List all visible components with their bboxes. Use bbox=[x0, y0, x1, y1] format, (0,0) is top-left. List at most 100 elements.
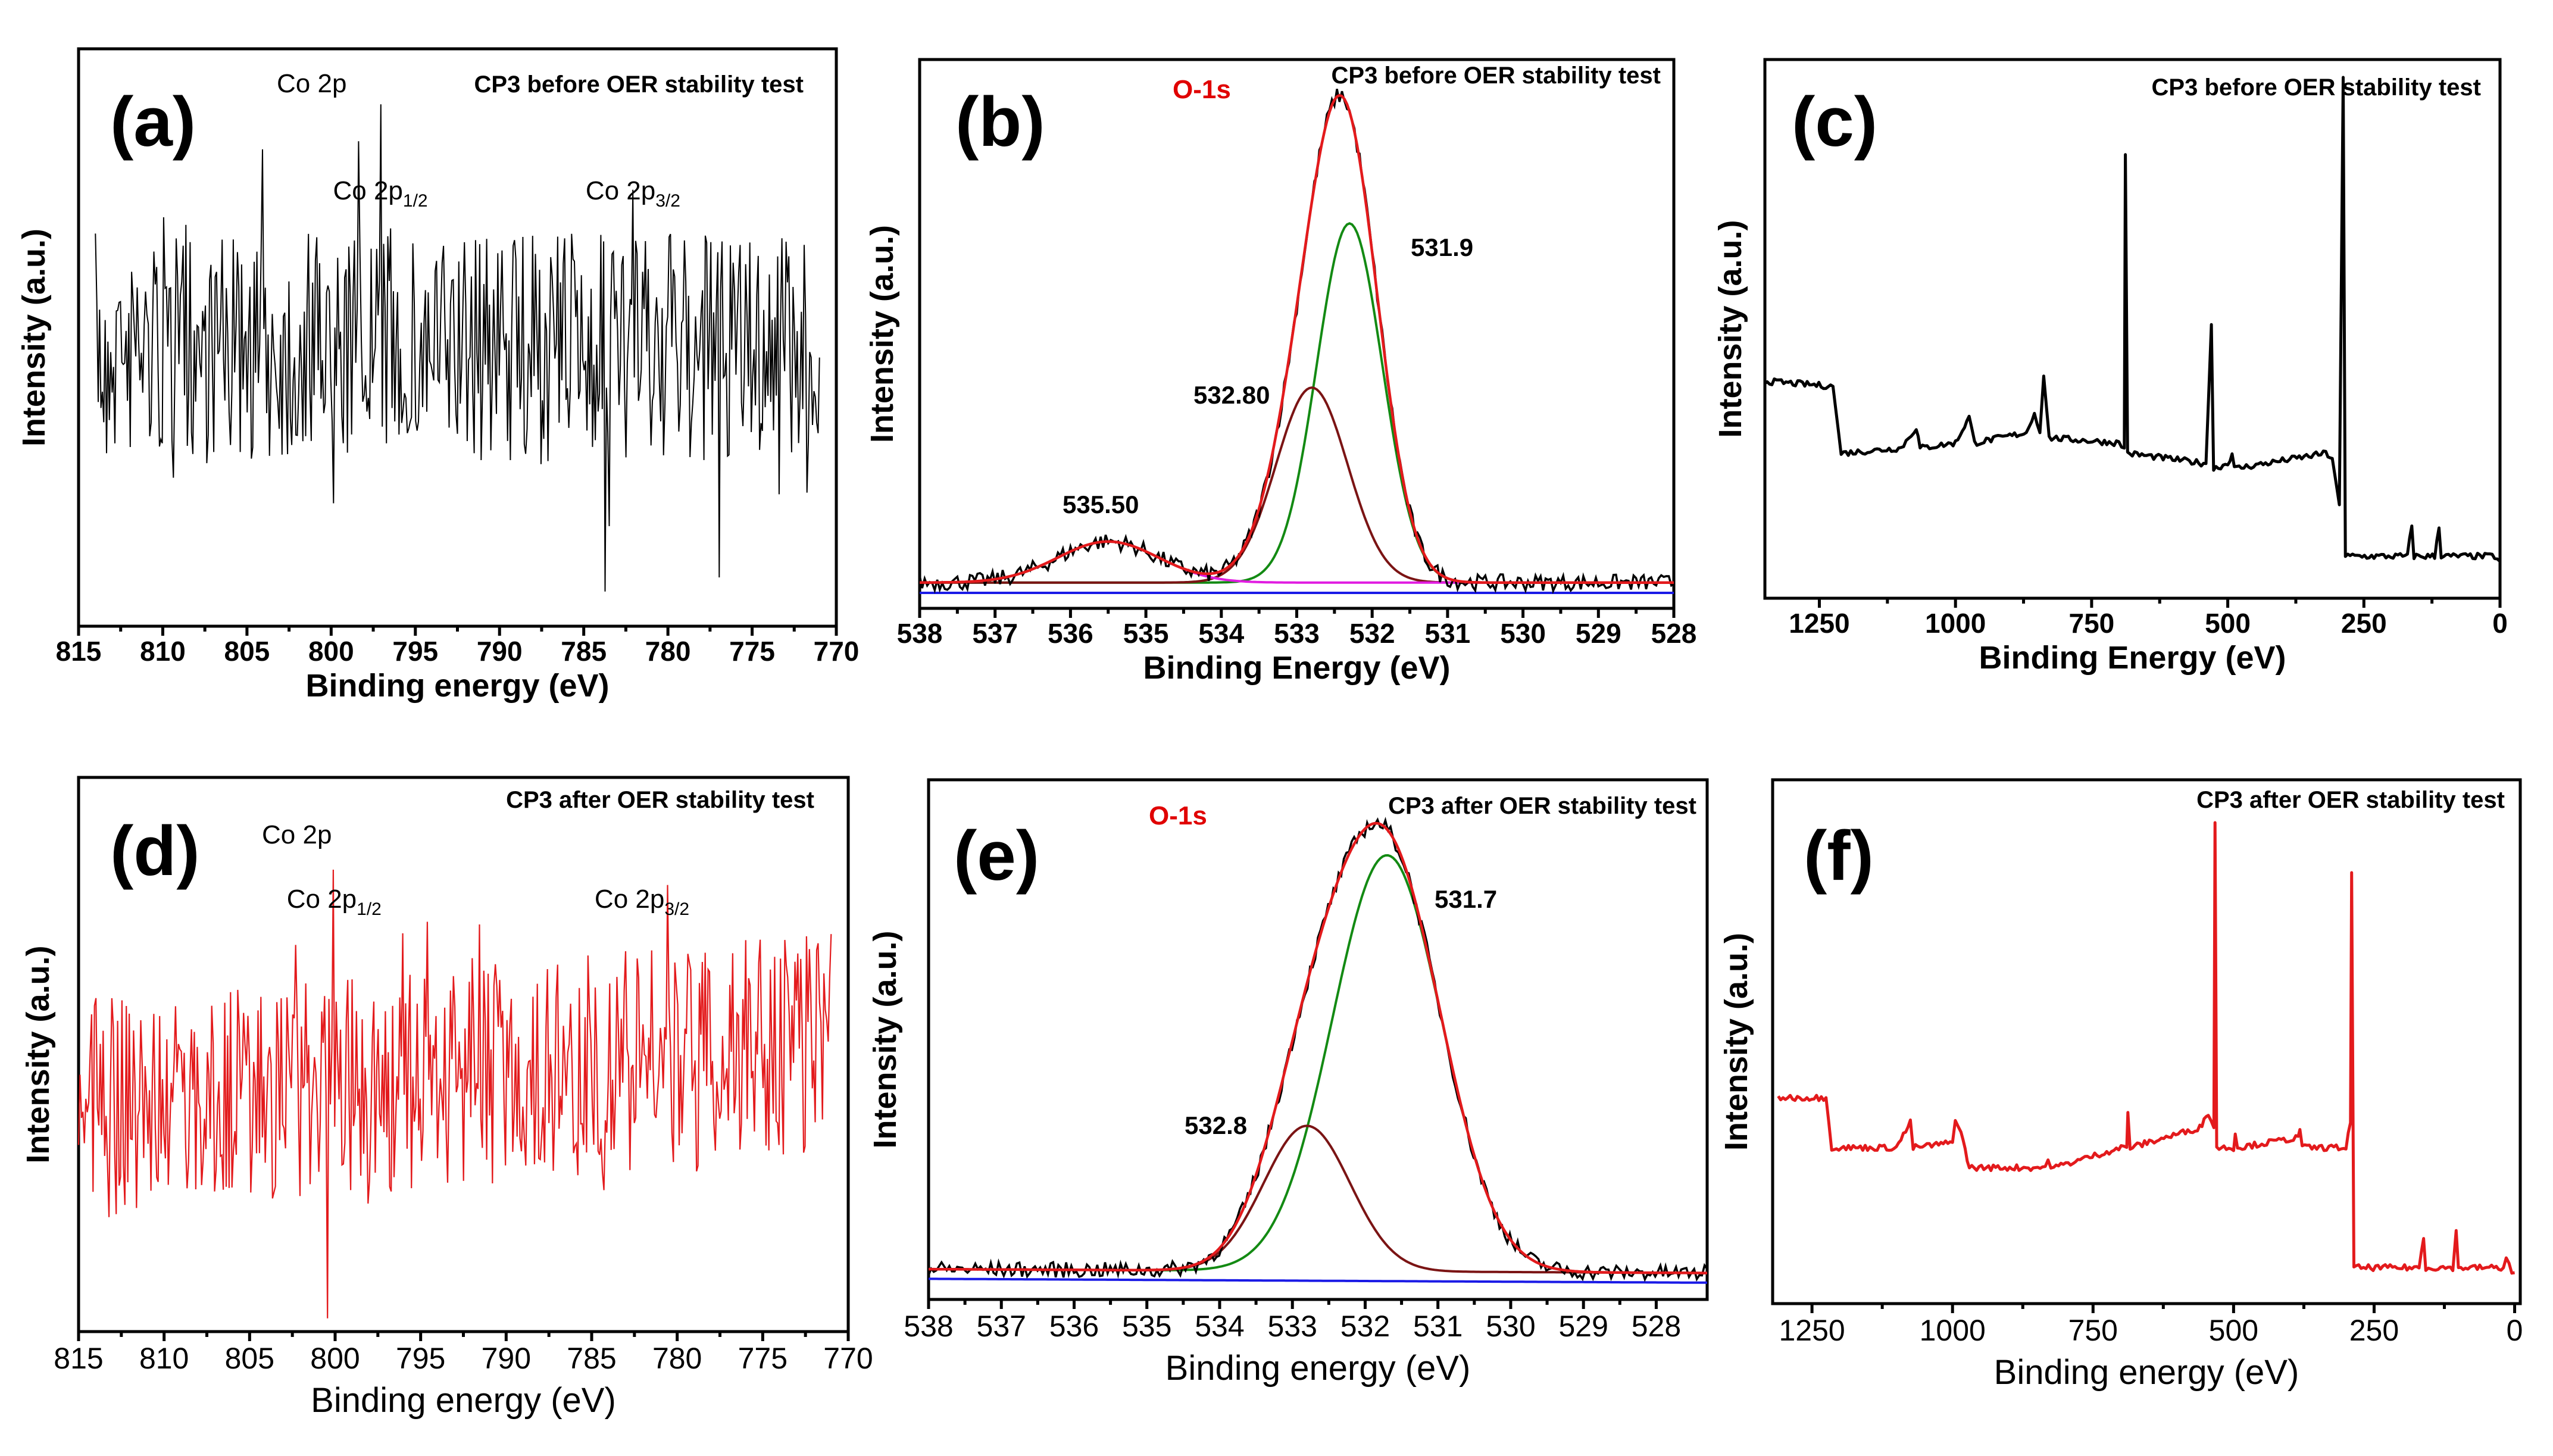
x-tick-label: 795 bbox=[396, 1342, 445, 1375]
x-tick-label: 530 bbox=[1500, 618, 1546, 649]
x-tick-label: 790 bbox=[482, 1342, 531, 1375]
chart-title: CP3 before OER stability test bbox=[474, 71, 804, 98]
peak-annotation: 531.9 bbox=[1411, 233, 1473, 261]
series-survey bbox=[1764, 76, 2501, 563]
species-label: Co 2p bbox=[277, 69, 346, 98]
x-tick-label: 537 bbox=[977, 1310, 1026, 1343]
panel-b: 538 537 536 535 534 533 532 531 530 529 528 Binding… bbox=[864, 58, 1696, 686]
panel-a: 815 810 805 800 795 790 785 780 775 770 Binding en… bbox=[16, 47, 860, 704]
x-tick-label: 531 bbox=[1425, 618, 1471, 649]
x-tick-label: 780 bbox=[645, 636, 691, 667]
x-tick-label: 535 bbox=[1123, 618, 1169, 649]
plot-frame bbox=[1771, 778, 2522, 1305]
panel-label: (f) bbox=[1804, 817, 1874, 895]
series-envelope bbox=[929, 821, 1707, 1274]
y-axis-label: Intensity (a.u.) bbox=[20, 945, 56, 1163]
x-tick-label: 805 bbox=[225, 1342, 274, 1375]
peak-annotation: Co 2p1/2 bbox=[287, 885, 382, 919]
x-tick-label: 775 bbox=[729, 636, 775, 667]
series-peak-component bbox=[929, 854, 1707, 1274]
x-tick-label: 529 bbox=[1576, 618, 1621, 649]
series-raw bbox=[918, 89, 1674, 595]
plot-frame bbox=[1763, 58, 2502, 600]
panel-e: 538 537 536 535 534 533 532 531 530 529 528 Binding… bbox=[867, 778, 1709, 1388]
species-label: O-1s bbox=[1149, 801, 1207, 830]
x-tick-label: 810 bbox=[140, 636, 186, 667]
y-axis-label: Intensity (a.u.) bbox=[864, 225, 900, 443]
x-tick-label: 500 bbox=[2205, 608, 2251, 639]
x-tick-label: 533 bbox=[1267, 1310, 1317, 1343]
species-label: O-1s bbox=[1173, 75, 1231, 104]
x-tick-label: 0 bbox=[2492, 608, 2508, 639]
x-tick-label: 531 bbox=[1413, 1310, 1463, 1343]
x-tick-label: 534 bbox=[1195, 1310, 1244, 1343]
x-tick-label: 790 bbox=[477, 636, 523, 667]
y-axis-label: Intensity (a.u.) bbox=[16, 229, 52, 446]
chart-title: CP3 after OER stability test bbox=[506, 787, 814, 813]
x-tick-label: 1250 bbox=[1789, 608, 1849, 639]
x-tick-label: 750 bbox=[2068, 1314, 2118, 1347]
x-tick-label: 535 bbox=[1122, 1310, 1171, 1343]
x-axis-label: Binding Energy (eV) bbox=[1979, 640, 2286, 676]
series-envelope bbox=[919, 93, 1674, 584]
x-axis-label: Binding energy (eV) bbox=[1994, 1353, 2299, 1392]
x-tick-label: 528 bbox=[1632, 1310, 1681, 1343]
x-tick-label: 538 bbox=[897, 618, 943, 649]
x-tick-label: 537 bbox=[972, 618, 1018, 649]
panel-label: (b) bbox=[955, 83, 1045, 161]
x-tick-label: 805 bbox=[224, 636, 270, 667]
x-tick-label: 795 bbox=[392, 636, 438, 667]
x-tick-label: 785 bbox=[561, 636, 607, 667]
x-tick-label: 536 bbox=[1049, 1310, 1099, 1343]
y-axis-label: Intensity (a.u.) bbox=[867, 930, 903, 1148]
x-tick-label: 534 bbox=[1198, 618, 1244, 649]
x-tick-label: 532 bbox=[1340, 1310, 1390, 1343]
x-tick-label: 533 bbox=[1274, 618, 1320, 649]
panel-label: (c) bbox=[1792, 83, 1877, 161]
peak-annotation: Co 2p3/2 bbox=[586, 176, 680, 211]
series-raw bbox=[927, 817, 1708, 1282]
chart-title: CP3 before OER stability test bbox=[2152, 74, 2481, 101]
y-axis-label: Intensity (a.u.) bbox=[1718, 933, 1754, 1151]
y-axis-label: Intensity (a.u.) bbox=[1713, 220, 1748, 438]
x-tick-label: 815 bbox=[56, 636, 102, 667]
plot-frame bbox=[927, 778, 1709, 1301]
chart-title: CP3 before OER stability test bbox=[1332, 63, 1661, 89]
x-tick-label: 815 bbox=[54, 1342, 103, 1375]
panel-c: 1250 1000 750 500 250 0 Binding Energy (eV) Int… bbox=[1713, 58, 2508, 676]
x-tick-label: 800 bbox=[308, 636, 354, 667]
series-survey bbox=[1777, 821, 2515, 1275]
x-tick-label: 530 bbox=[1486, 1310, 1535, 1343]
peak-annotation: 531.7 bbox=[1435, 885, 1497, 913]
series-peak-component bbox=[929, 1124, 1707, 1274]
x-tick-label: 1000 bbox=[1920, 1314, 1986, 1347]
panel-label: (e) bbox=[954, 817, 1039, 895]
peak-annotation: 532.8 bbox=[1185, 1111, 1247, 1139]
peak-annotation: 532.80 bbox=[1193, 381, 1270, 409]
panel-label: (d) bbox=[110, 812, 200, 891]
chart-title: CP3 after OER stability test bbox=[2196, 787, 2505, 813]
x-tick-label: 250 bbox=[2349, 1314, 2399, 1347]
x-tick-label: 536 bbox=[1048, 618, 1093, 649]
x-tick-label: 529 bbox=[1558, 1310, 1608, 1343]
x-tick-label: 1250 bbox=[1779, 1314, 1845, 1347]
series-co2p bbox=[95, 104, 820, 592]
panel-label: (a) bbox=[110, 83, 196, 161]
chart-title: CP3 after OER stability test bbox=[1388, 793, 1696, 819]
x-tick-label: 775 bbox=[738, 1342, 788, 1375]
x-tick-label: 0 bbox=[2507, 1314, 2523, 1347]
x-tick-label: 770 bbox=[823, 1342, 873, 1375]
x-tick-label: 538 bbox=[904, 1310, 953, 1343]
peak-annotation: Co 2p1/2 bbox=[333, 176, 427, 211]
series-background bbox=[929, 1277, 1708, 1284]
x-tick-label: 750 bbox=[2069, 608, 2115, 639]
panel-f: 1250 1000 750 500 250 0 Binding energy (eV) Int… bbox=[1718, 778, 2523, 1392]
peak-annotation: 535.50 bbox=[1063, 490, 1139, 518]
x-tick-label: 780 bbox=[652, 1342, 702, 1375]
x-tick-label: 770 bbox=[814, 636, 860, 667]
x-tick-label: 810 bbox=[139, 1342, 189, 1375]
x-tick-label: 500 bbox=[2209, 1314, 2258, 1347]
panel-d: 815 810 805 800 795 790 785 780 775 770 Binding en… bbox=[20, 776, 873, 1420]
x-axis-label: Binding energy (eV) bbox=[1165, 1349, 1471, 1388]
x-axis-label: Binding energy (eV) bbox=[311, 1381, 616, 1420]
